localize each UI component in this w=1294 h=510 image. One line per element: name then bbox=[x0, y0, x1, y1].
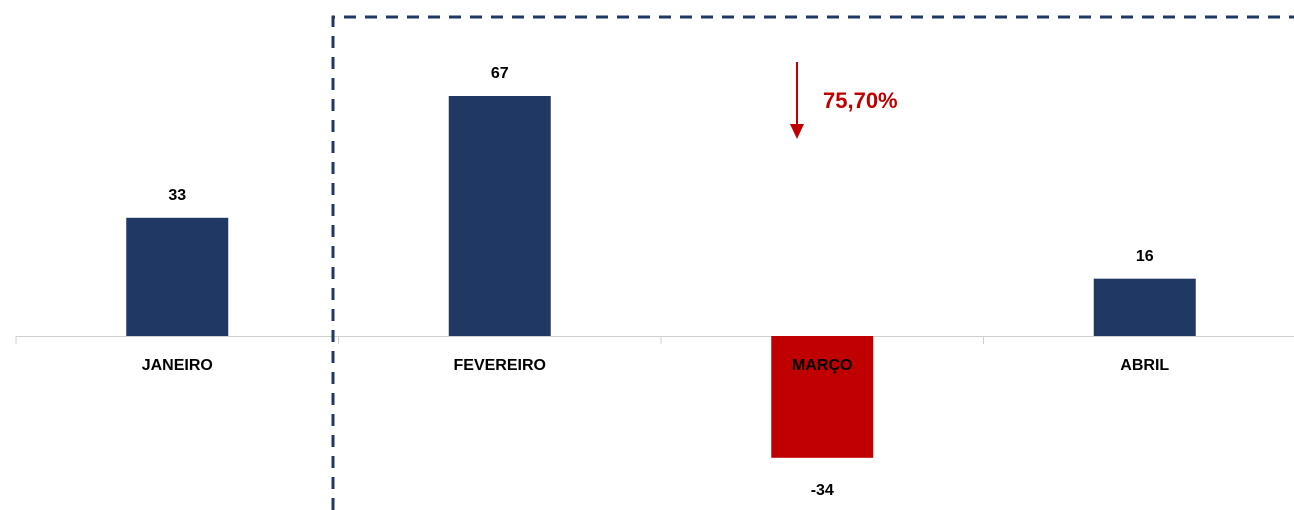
x-tick-label: ABRIL bbox=[1120, 357, 1169, 374]
bar bbox=[126, 217, 229, 336]
value-label: -34 bbox=[811, 482, 834, 499]
x-tick-label: JANEIRO bbox=[142, 357, 213, 374]
value-label: 16 bbox=[1136, 248, 1154, 265]
highlight-box bbox=[331, 15, 1294, 510]
bar bbox=[1093, 278, 1196, 336]
value-label: 67 bbox=[491, 65, 509, 82]
bar bbox=[771, 336, 874, 458]
x-tick-label: MARÇO bbox=[792, 357, 852, 374]
x-tick-label: FEVEREIRO bbox=[454, 357, 546, 374]
value-label: 33 bbox=[168, 187, 186, 204]
bar bbox=[448, 96, 551, 336]
annotation: 75,70% bbox=[823, 88, 898, 113]
arrow-head bbox=[790, 124, 804, 139]
